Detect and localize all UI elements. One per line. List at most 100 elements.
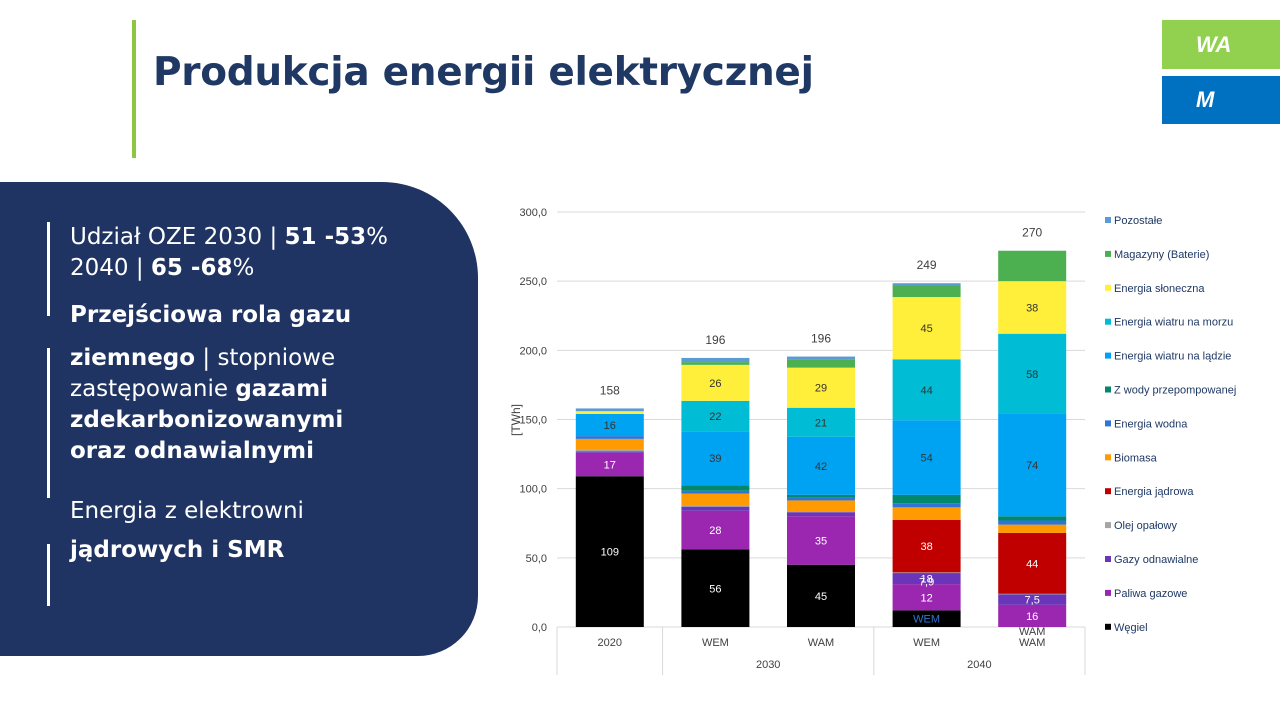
- bar-segment: [892, 573, 961, 585]
- bar-segment: [575, 408, 644, 412]
- bar-segment: [575, 451, 644, 453]
- legend-swatch: [1105, 352, 1111, 359]
- y-tick-label: 150,0: [519, 415, 547, 427]
- legend-label: Gazy odnawialne: [1114, 554, 1198, 566]
- bar-segment: [998, 593, 1067, 595]
- y-tick-label: 300,0: [519, 207, 547, 219]
- legend-label: Z wody przepompowanej: [1114, 385, 1236, 397]
- bar-segment: [892, 494, 961, 504]
- bar-segment: [575, 476, 644, 627]
- bar-segment: [575, 413, 644, 437]
- divider-line: [47, 348, 50, 498]
- text-part: %: [232, 255, 255, 281]
- summary-panel: [0, 182, 478, 656]
- data-label: 29: [815, 383, 827, 395]
- bar-segment: [575, 436, 644, 439]
- legend-label: Paliwa gazowe: [1114, 588, 1187, 600]
- bar-segment: [892, 584, 961, 611]
- data-label: WEM: [913, 614, 940, 626]
- data-label: 12: [920, 592, 932, 604]
- bar-segment: [681, 400, 750, 432]
- bar-segment: [787, 494, 855, 498]
- bar-segment: [787, 407, 855, 437]
- logo-top: WA: [1162, 20, 1280, 69]
- data-label: 17: [604, 459, 616, 471]
- bar-segment: [681, 505, 750, 507]
- gas-role-text: Przejściowa rola gazu ziemnego | stopniow…: [70, 300, 400, 467]
- legend-label: Pozostałe: [1114, 215, 1162, 227]
- bar-segment: [575, 452, 644, 477]
- data-label: 54: [920, 453, 932, 465]
- data-label: 16: [1026, 611, 1038, 623]
- legend-label: Węgiel: [1114, 622, 1148, 634]
- data-label: 38: [1026, 302, 1038, 314]
- bar-segment: [575, 449, 644, 452]
- category-label: WEM: [702, 637, 729, 649]
- bar-segment: [787, 564, 855, 627]
- bar-segment: [892, 359, 961, 421]
- bar-segment: [681, 364, 750, 401]
- bar-segment: [681, 485, 750, 491]
- legend-label: Magazyny (Baterie): [1114, 249, 1209, 261]
- bar-segment: [787, 497, 855, 501]
- bar-segment: [681, 490, 750, 494]
- bar-segment: [787, 436, 855, 495]
- text-part: | stopniowe zastępowanie: [70, 345, 336, 402]
- data-label: 26: [709, 378, 721, 390]
- bar-segment: [892, 283, 961, 287]
- data-label: 45: [920, 323, 932, 335]
- bar-segment: [892, 503, 961, 508]
- data-label: 42: [815, 461, 827, 473]
- total-label: 196: [705, 333, 725, 347]
- legend-swatch: [1105, 420, 1111, 427]
- bar-segment: [998, 524, 1067, 533]
- data-label: 35: [815, 536, 827, 548]
- legend-swatch: [1105, 589, 1111, 596]
- bar-segment: [787, 516, 855, 565]
- bar-segment: [998, 413, 1067, 517]
- bar-segment: [787, 356, 855, 360]
- y-tick-label: 100,0: [519, 484, 547, 496]
- text-part-bold: ziemnego: [70, 345, 196, 371]
- category-label: 2020: [598, 637, 622, 649]
- legend-label: Energia wodna: [1114, 418, 1188, 430]
- total-label: 196: [811, 332, 831, 346]
- bar-segment: [681, 506, 750, 511]
- total-label: 270: [1022, 226, 1042, 240]
- text-part: Energia z elektrowni: [70, 498, 304, 524]
- bar-segment: [998, 281, 1067, 334]
- bar-segment: [787, 500, 855, 512]
- category-group-label: 2040: [967, 659, 991, 671]
- data-label: 21: [815, 417, 827, 429]
- legend-label: Olej opałowy: [1114, 520, 1177, 532]
- legend-swatch: [1105, 454, 1111, 461]
- bar-segment: [998, 532, 1067, 594]
- y-tick-label: 50,0: [526, 553, 547, 565]
- text-part-bold: 65 -68: [150, 255, 233, 281]
- legend-swatch: [1105, 386, 1111, 393]
- divider-line: [47, 222, 50, 316]
- bar-segment: [892, 572, 961, 574]
- text-part-bold: jądrowych i SMR: [70, 537, 285, 563]
- bar-segment: [787, 511, 855, 513]
- data-label: 22: [709, 411, 721, 423]
- legend-swatch: [1105, 217, 1111, 223]
- y-tick-label: 200,0: [519, 345, 547, 357]
- y-axis-label: [TWh]: [509, 404, 523, 436]
- bar-segment: [787, 367, 855, 408]
- bar-segment: [892, 507, 961, 520]
- page-title: Produkcja energii elektrycznej: [153, 50, 814, 95]
- data-label: 44: [1026, 558, 1038, 570]
- bar-segment: [998, 594, 1067, 605]
- bar-segment: [681, 510, 750, 550]
- bar-segment: [892, 286, 961, 298]
- legend-label: Energia jądrowa: [1114, 486, 1194, 498]
- legend-label: Energia wiatru na lądzie: [1114, 351, 1231, 363]
- category-group-label: 2030: [756, 659, 780, 671]
- bar-segment: [681, 357, 750, 363]
- data-label: 7,9: [919, 576, 934, 588]
- legend-swatch: [1105, 488, 1111, 495]
- total-label: 158: [600, 383, 620, 397]
- y-tick-label: 0,0: [532, 622, 547, 634]
